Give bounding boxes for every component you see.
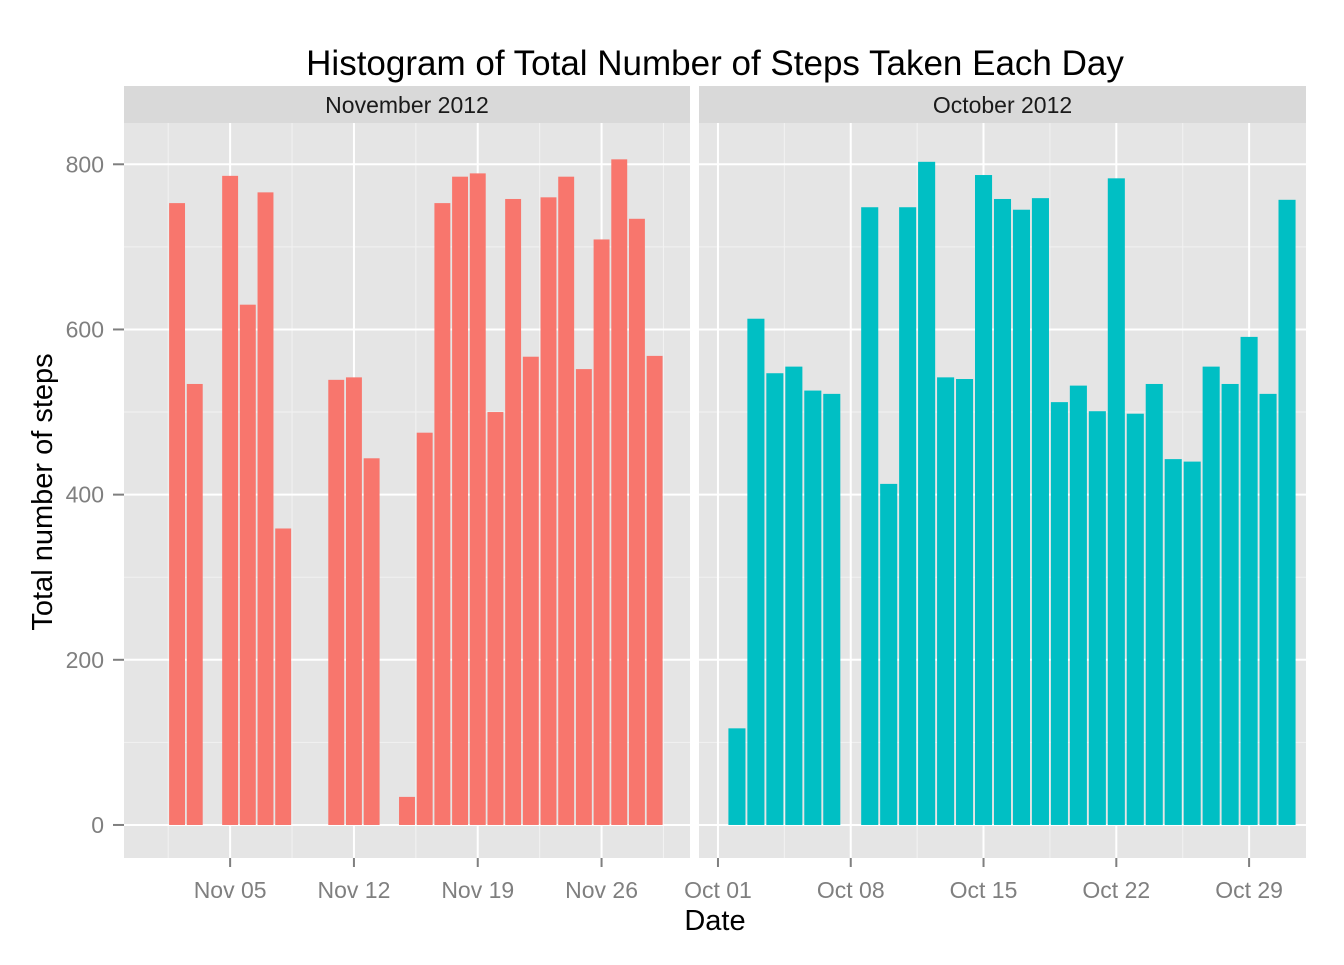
y-axis-title: Total number of steps bbox=[27, 353, 59, 630]
x-tick-label: Nov 26 bbox=[565, 877, 638, 903]
facet-panel: October 2012 Oct 01 Oct 08 Oct 15 Oct 22 Oct … bbox=[684, 86, 1306, 903]
bar bbox=[747, 318, 765, 825]
y-tick-label: 0 bbox=[91, 812, 104, 838]
bar bbox=[993, 198, 1012, 825]
bar bbox=[522, 356, 539, 825]
bar bbox=[1012, 209, 1031, 825]
bar bbox=[169, 203, 186, 825]
bar bbox=[766, 373, 784, 825]
bar bbox=[1031, 198, 1049, 825]
bar bbox=[434, 203, 451, 825]
facet-panel: November 2012 Nov 05 Nov 12 Nov 19 Nov 26 bbox=[124, 86, 690, 903]
bar bbox=[593, 239, 610, 825]
x-tick-label: Nov 19 bbox=[441, 877, 514, 903]
bar bbox=[1183, 461, 1201, 825]
bar bbox=[222, 175, 239, 825]
bar bbox=[575, 369, 592, 825]
bar bbox=[1164, 459, 1182, 825]
bar bbox=[239, 304, 256, 825]
bar bbox=[1050, 402, 1068, 825]
chart-title: Histogram of Total Number of Steps Taken… bbox=[306, 44, 1124, 83]
bar bbox=[880, 483, 898, 825]
x-tick-label: Nov 12 bbox=[318, 877, 391, 903]
facet-strip bbox=[699, 86, 1306, 123]
bar bbox=[1202, 366, 1220, 825]
bar bbox=[1088, 411, 1106, 825]
bar bbox=[1069, 385, 1087, 825]
x-tick-label: Oct 29 bbox=[1215, 877, 1283, 903]
bar bbox=[487, 412, 504, 825]
bar bbox=[1107, 178, 1125, 825]
bar bbox=[275, 528, 292, 825]
bar bbox=[363, 458, 380, 825]
bar bbox=[956, 379, 974, 825]
y-axis: 0 200 400 600 800 bbox=[66, 151, 124, 838]
bar bbox=[628, 218, 645, 825]
bar bbox=[257, 192, 274, 825]
bar bbox=[611, 159, 628, 825]
x-tick-label: Oct 01 bbox=[684, 877, 752, 903]
x-tick-label: Oct 08 bbox=[817, 877, 885, 903]
x-tick-label: Oct 22 bbox=[1082, 877, 1150, 903]
y-tick-label: 200 bbox=[66, 647, 104, 673]
bar bbox=[345, 377, 362, 825]
bar bbox=[918, 161, 936, 825]
bar bbox=[937, 377, 955, 825]
bar bbox=[823, 393, 841, 825]
x-tick-label: Oct 15 bbox=[950, 877, 1018, 903]
bar bbox=[1259, 393, 1277, 825]
bar bbox=[1126, 413, 1144, 825]
bar bbox=[899, 207, 917, 825]
bar bbox=[1145, 383, 1163, 825]
bar bbox=[1278, 199, 1296, 825]
bar bbox=[469, 173, 486, 825]
bar bbox=[804, 390, 822, 825]
bar bbox=[785, 366, 803, 825]
facet-strip bbox=[124, 86, 690, 123]
bar bbox=[452, 176, 469, 825]
y-tick-label: 400 bbox=[66, 482, 104, 508]
bar bbox=[505, 198, 522, 825]
bar bbox=[861, 207, 879, 825]
facet-panels: November 2012 Nov 05 Nov 12 Nov 19 Nov 26 Oct… bbox=[124, 86, 1306, 903]
bar bbox=[399, 796, 415, 825]
bar bbox=[540, 197, 557, 825]
x-axis-title: Date bbox=[684, 905, 745, 937]
bar bbox=[186, 383, 203, 825]
y-tick-label: 800 bbox=[66, 151, 104, 177]
facet-strip-label: November 2012 bbox=[325, 92, 489, 118]
bar bbox=[328, 379, 345, 825]
bar bbox=[974, 175, 993, 825]
bar bbox=[646, 355, 663, 825]
bar bbox=[1240, 336, 1258, 825]
x-tick-label: Nov 05 bbox=[194, 877, 267, 903]
y-tick-label: 600 bbox=[66, 316, 104, 342]
bar bbox=[1221, 383, 1239, 825]
bar bbox=[728, 728, 746, 825]
bar bbox=[558, 176, 575, 825]
facet-strip-label: October 2012 bbox=[933, 92, 1072, 118]
bar bbox=[416, 432, 433, 825]
